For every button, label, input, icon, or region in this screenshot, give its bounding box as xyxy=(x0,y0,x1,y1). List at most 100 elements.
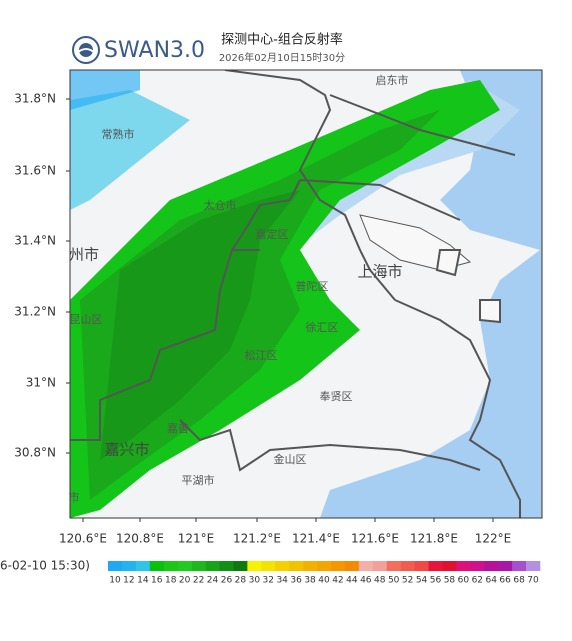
legend-level: 16 xyxy=(151,576,163,586)
legend-level: 56 xyxy=(430,576,442,586)
legend-level: 60 xyxy=(458,576,470,586)
lon-label: 121.4°E xyxy=(292,532,340,546)
lat-label: 31.8°N xyxy=(14,92,56,106)
legend-level: 14 xyxy=(137,576,149,586)
place-label: 启东市 xyxy=(376,73,409,87)
place-label: 平湖市 xyxy=(182,473,215,487)
legend-level: 10 xyxy=(109,576,121,586)
place-label: 嘉善 xyxy=(167,421,189,435)
island xyxy=(435,249,501,324)
place-label: 昆山区 xyxy=(70,313,103,326)
legend-level: 12 xyxy=(123,576,134,586)
legend-level: 22 xyxy=(193,576,204,586)
legend-level: 66 xyxy=(499,576,511,586)
color-swatch xyxy=(386,561,401,571)
color-swatch xyxy=(484,561,499,571)
color-swatch xyxy=(163,561,178,571)
color-swatch xyxy=(108,561,123,571)
legend-level: 18 xyxy=(165,576,177,586)
lat-label: 30.8°N xyxy=(14,446,56,460)
legend-level: 38 xyxy=(304,576,316,586)
logo-text: SWAN3.0 xyxy=(104,38,205,63)
place-label: 嘉定区 xyxy=(256,227,289,241)
legend-level: 42 xyxy=(332,576,343,586)
color-swatch xyxy=(233,561,248,571)
legend-level: 40 xyxy=(318,576,330,586)
color-swatch xyxy=(498,561,513,571)
radar-echo xyxy=(70,70,140,110)
place-label: 松江区 xyxy=(245,348,278,362)
legend-level: 46 xyxy=(360,576,372,586)
legend-level: 62 xyxy=(472,576,483,586)
color-swatch xyxy=(372,561,388,571)
radar-echo xyxy=(70,90,190,210)
boundary xyxy=(70,70,521,518)
color-swatch xyxy=(330,561,346,571)
color-swatch xyxy=(303,561,318,571)
color-swatch xyxy=(400,561,415,571)
place-label: 金山区 xyxy=(274,452,307,466)
color-swatch xyxy=(442,561,457,571)
place-label: 州市 xyxy=(69,246,99,264)
color-swatch xyxy=(512,561,527,571)
color-swatch xyxy=(191,561,206,571)
map xyxy=(69,69,543,519)
place-label: 太仓市 xyxy=(204,198,237,212)
lon-label: 121.6°E xyxy=(351,532,399,546)
lon-label: 120.8°E xyxy=(116,532,164,546)
map-frame xyxy=(69,69,543,519)
color-swatch xyxy=(344,561,360,571)
color-swatch xyxy=(121,561,137,571)
color-swatch xyxy=(470,561,485,571)
lon-label: 121°E xyxy=(178,532,215,546)
legend-level: 20 xyxy=(179,576,191,586)
color-swatch xyxy=(289,561,304,571)
legend-level: 52 xyxy=(402,576,413,586)
sea xyxy=(320,70,542,518)
color-swatch xyxy=(358,561,374,571)
legend-level: 32 xyxy=(263,576,274,586)
legend-time: 6-02-10 15:30) xyxy=(0,559,90,573)
place-label: 普陀区 xyxy=(296,279,329,293)
legend-level: 48 xyxy=(374,576,386,586)
place-label: 常熟市 xyxy=(102,127,135,141)
color-swatch xyxy=(177,561,192,571)
legend-level: 36 xyxy=(290,576,302,586)
legend-level: 50 xyxy=(388,576,400,586)
color-swatch xyxy=(317,561,332,571)
color-swatch xyxy=(219,561,234,571)
lat-label: 31.4°N xyxy=(14,234,56,248)
color-swatch xyxy=(414,561,429,571)
time: 2026年02月10日15时30分 xyxy=(219,51,345,64)
lat-label: 31°N xyxy=(26,376,56,390)
lon-label: 120.6°E xyxy=(59,532,107,546)
legend-level: 70 xyxy=(527,576,539,586)
logo-icon xyxy=(72,36,100,64)
lon-label: 121.8°E xyxy=(410,532,458,546)
legend-level: 58 xyxy=(444,576,456,586)
color-swatch xyxy=(261,561,276,571)
legend-level: 54 xyxy=(416,576,428,586)
place-label: 上海市 xyxy=(357,263,402,281)
legend-level: 44 xyxy=(346,576,358,586)
legend-level: 34 xyxy=(276,576,288,586)
legend-level: 28 xyxy=(235,576,247,586)
place-label: 市 xyxy=(69,490,80,504)
lon-label: 122°E xyxy=(475,532,512,546)
color-swatch xyxy=(275,561,290,571)
color-swatch xyxy=(456,561,471,571)
color-swatch xyxy=(526,561,541,571)
color-swatch xyxy=(247,561,262,571)
place-label: 嘉兴市 xyxy=(104,441,149,459)
legend-level: 26 xyxy=(221,576,233,586)
legend-level: 24 xyxy=(207,576,219,586)
place-label: 奉贤区 xyxy=(320,389,353,403)
color-swatch xyxy=(205,561,220,571)
legend-level: 30 xyxy=(249,576,261,586)
color-swatch xyxy=(428,561,443,571)
title: 探测中心-组合反射率 xyxy=(221,32,343,48)
color-swatch xyxy=(135,561,151,571)
radar-echo xyxy=(100,190,300,460)
lat-label: 31.6°N xyxy=(14,164,56,178)
